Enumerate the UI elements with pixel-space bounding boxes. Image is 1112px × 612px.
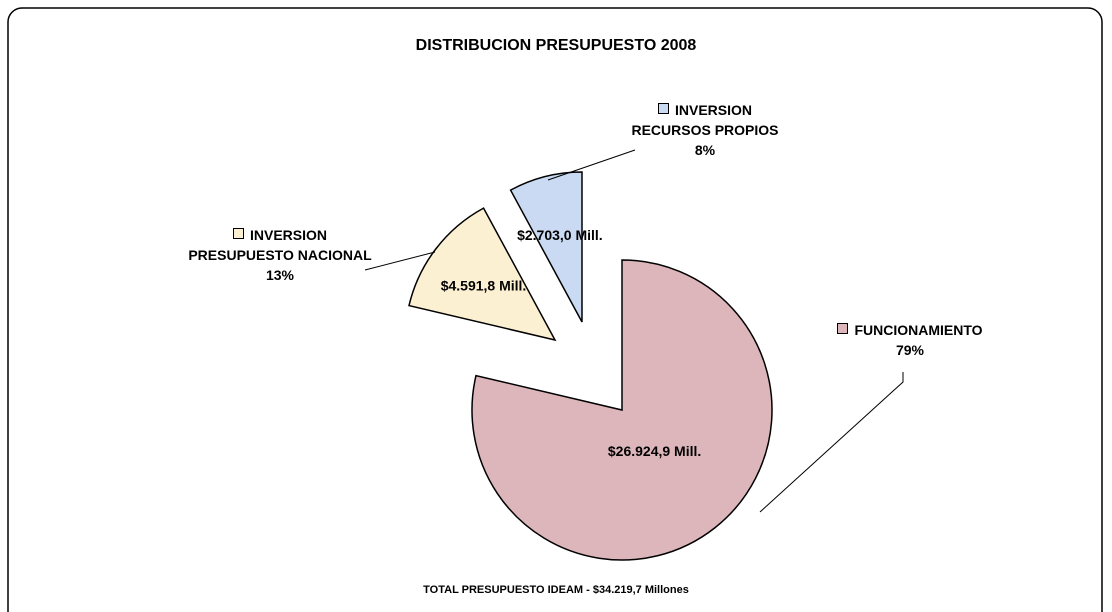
chart-frame	[7, 7, 1103, 612]
category-label: INVERSION PRESUPUESTO NACIONAL	[188, 227, 372, 263]
value-label: $26.924,9 Mill.	[608, 443, 701, 459]
percent-label: 13%	[265, 267, 295, 283]
category-label: FUNCIONAMIENTO	[854, 322, 983, 338]
percent-label: 79%	[895, 342, 925, 358]
leader-line	[759, 372, 904, 513]
leader-line	[364, 251, 436, 271]
value-label: $4.591,8 Mill.	[441, 277, 527, 293]
chart-title: DISTRIBUCION PRESUPUESTO 2008	[416, 37, 697, 54]
value-label: $2.703,0 Mill.	[517, 227, 603, 243]
footnote: TOTAL PRESUPUESTO IDEAM - $34.219,7 Mill…	[423, 584, 689, 596]
data-label: INVERSION RECURSOS PROPIOS 8%	[630, 100, 780, 160]
legend-swatch	[232, 228, 244, 239]
category-label: INVERSION RECURSOS PROPIOS	[631, 102, 779, 138]
pie-slice	[471, 259, 773, 561]
legend-swatch	[837, 323, 849, 334]
pie-slice	[509, 171, 583, 323]
leader-line	[547, 149, 636, 181]
legend-swatch	[657, 103, 669, 114]
pie-slice	[408, 207, 557, 342]
data-label: FUNCIONAMIENTO 79%	[810, 320, 1010, 360]
data-label: INVERSION PRESUPUESTO NACIONAL 13%	[180, 225, 380, 285]
percent-label: 8%	[694, 142, 716, 158]
